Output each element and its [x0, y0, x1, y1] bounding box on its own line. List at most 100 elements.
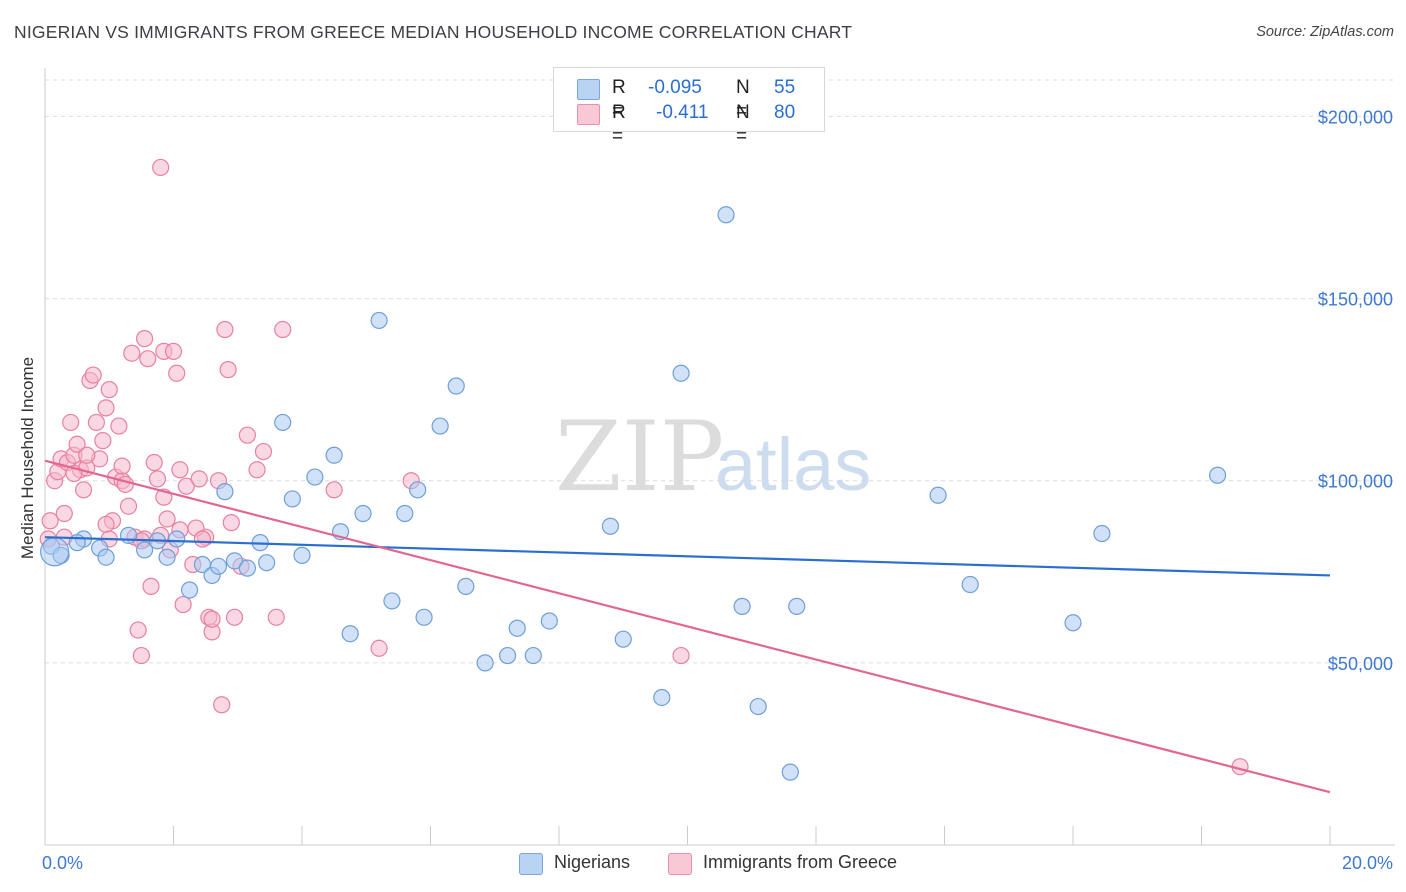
greece-point [78, 446, 96, 464]
nigerian-point [499, 646, 517, 665]
greece-point [94, 432, 112, 450]
nigerian-point [1064, 614, 1082, 632]
y-tick-label: $100,000 [1318, 472, 1393, 492]
greece-trend-line [44, 459, 1331, 794]
greece-point [119, 497, 138, 515]
greece-point [177, 477, 195, 495]
legend-r-value: -0.411 [656, 102, 709, 123]
nigerian-trend-line [44, 536, 1331, 577]
greece-point [267, 608, 285, 626]
nigerian-point [672, 364, 690, 382]
greece-point [148, 470, 167, 488]
chart-title: NIGERIAN VS IMMIGRANTS FROM GREECE MEDIA… [14, 22, 853, 42]
nigerian-point [370, 311, 388, 330]
bottom-legend-label: Nigerians [554, 852, 631, 872]
greece-point [274, 320, 292, 339]
nigerian-point [216, 483, 234, 501]
greece-point [142, 577, 160, 595]
watermark-zip: ZIP [555, 401, 724, 513]
greece-point [219, 361, 237, 379]
nigerian-point [383, 592, 401, 610]
legend-n-value: 80 [774, 102, 796, 123]
greece-point [248, 461, 266, 479]
y-tick-label: $150,000 [1318, 290, 1393, 310]
greece-point [62, 413, 80, 432]
nigerian-point [540, 612, 558, 630]
nigerian-point [209, 557, 228, 575]
nigerian-point [788, 597, 806, 615]
nigerian-point [929, 486, 947, 504]
nigerian-point [733, 597, 751, 615]
greece-point [97, 515, 115, 534]
greece-point [225, 608, 244, 626]
nigerian-point [749, 697, 767, 716]
nigerian-point [476, 654, 494, 672]
greece-point [216, 320, 234, 339]
nigerian-point [225, 552, 244, 570]
nigerian-point [40, 537, 70, 567]
greece-point [325, 481, 343, 499]
axes [44, 68, 1395, 846]
greece-point [213, 696, 231, 714]
watermark: ZIP atlas [555, 401, 871, 513]
greece-point [370, 639, 388, 657]
nigerian-point [306, 468, 324, 486]
greece-point [116, 475, 134, 493]
nigerian-point [258, 554, 276, 572]
legend-n-label: N = [736, 102, 750, 147]
legend-n-value: 55 [774, 77, 796, 98]
greece-point [145, 453, 163, 472]
greece-points [39, 158, 1249, 776]
nigerian-point [431, 417, 449, 435]
legend-swatch-blue [577, 79, 600, 100]
greece-point [174, 595, 192, 614]
greece-point [55, 504, 73, 523]
greece-point [113, 457, 131, 475]
nigerian-point [135, 541, 154, 559]
nigerian-point [119, 526, 138, 544]
greece-point [123, 344, 141, 362]
legend-r-label: R = [612, 77, 626, 122]
greece-point [193, 530, 212, 548]
nigerian-point [238, 559, 256, 577]
nigerian-points [40, 206, 1227, 781]
legend-r-label: R = [612, 102, 626, 147]
greece-point [74, 481, 93, 499]
nigerian-point [961, 575, 979, 594]
legend-n-label: N = [736, 77, 750, 122]
watermark-atlas: atlas [715, 423, 871, 506]
nigerian-point [1093, 524, 1111, 543]
greece-point [171, 461, 189, 479]
greece-point [110, 417, 128, 435]
nigerian-point [447, 377, 465, 395]
greece-point [84, 366, 102, 384]
greece-point [203, 610, 221, 628]
nigerian-point [158, 548, 176, 566]
greece-point [41, 512, 59, 530]
greece-point [190, 470, 208, 488]
nigerian-point [409, 481, 427, 499]
bottom-swatch-blue [519, 853, 543, 875]
greece-point [97, 399, 115, 417]
bottom-swatch-pink [668, 853, 692, 875]
legend-swatch-pink [577, 104, 600, 125]
greece-point [222, 514, 240, 532]
greece-point [132, 646, 150, 665]
bottom-legend-label: Immigrants from Greece [703, 852, 898, 872]
nigerian-point [396, 504, 414, 523]
nigerian-point [97, 548, 115, 566]
trend-lines [44, 459, 1331, 794]
greece-point [129, 621, 147, 639]
greece-point [87, 413, 106, 432]
nigerian-point [1208, 466, 1227, 484]
nigerian-point [614, 630, 632, 648]
nigerian-point [717, 206, 735, 224]
greece-point [238, 426, 256, 444]
nigerian-point [341, 625, 359, 643]
x-tick-label: 0.0% [42, 853, 83, 873]
nigerian-point [283, 490, 301, 508]
nigerian-point [180, 581, 199, 599]
nigerian-point [415, 608, 433, 626]
x-tick-label: 20.0% [1342, 853, 1393, 873]
